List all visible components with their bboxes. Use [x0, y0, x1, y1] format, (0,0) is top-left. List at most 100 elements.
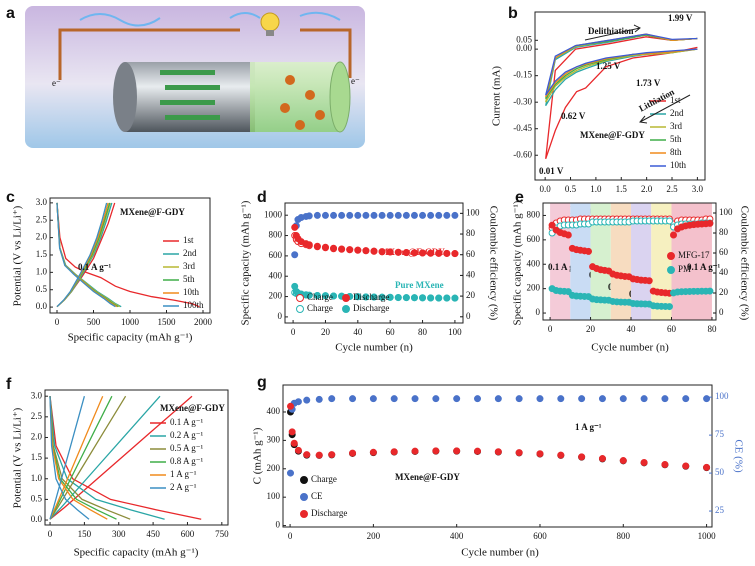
- x-tick-label: 500: [87, 317, 101, 327]
- panel-label: a: [6, 5, 15, 22]
- point: [665, 303, 673, 311]
- curve: [56, 202, 116, 308]
- x-tick-label: 0: [291, 327, 296, 337]
- point: [370, 293, 378, 301]
- point: [443, 211, 451, 219]
- point: [619, 395, 627, 403]
- y2-tick-label: 20: [466, 290, 476, 300]
- legend-label: Charge: [307, 303, 333, 313]
- curve: [545, 33, 698, 98]
- point: [321, 243, 329, 251]
- battery-end: [329, 61, 351, 133]
- y-tick-label: 400: [527, 258, 541, 268]
- point: [661, 461, 669, 469]
- y2-tick-label: 80: [719, 227, 729, 237]
- point: [378, 293, 386, 301]
- point: [706, 219, 714, 227]
- point: [682, 395, 690, 403]
- panel-label: b: [508, 5, 518, 22]
- x-axis-label: Specific capacity (mAh g⁻¹): [68, 332, 193, 344]
- y2-tick-label: 25: [715, 505, 725, 515]
- x-tick-label: 1.5: [616, 184, 628, 194]
- point: [474, 447, 482, 455]
- curve: [49, 395, 165, 520]
- y-tick-label: 800: [527, 210, 541, 220]
- annotation: MXene@F-GDY: [160, 403, 225, 413]
- point: [370, 247, 378, 255]
- point: [330, 292, 338, 300]
- point: [354, 246, 362, 254]
- y-tick-label: -0.15: [513, 70, 532, 80]
- curve: [545, 33, 698, 96]
- curve: [56, 202, 122, 308]
- x-axis-label: Cycle number (n): [461, 547, 539, 559]
- legend-label: 1st: [670, 95, 681, 105]
- point: [494, 395, 502, 403]
- point: [386, 211, 394, 219]
- x-tick-label: 0.5: [565, 184, 577, 194]
- x-tick-label: 3.0: [692, 184, 704, 194]
- y-tick-label: 0.5: [31, 493, 43, 503]
- x-tick-label: 750: [215, 529, 229, 539]
- band-label: 0.1 A g⁻¹: [548, 262, 582, 272]
- legend-label: Charge: [311, 474, 337, 484]
- legend-label: 0.1 A g⁻¹: [170, 417, 204, 427]
- x-tick-label: 0: [548, 324, 553, 334]
- point: [349, 395, 357, 403]
- battery-cap: [113, 62, 137, 132]
- y-tick-label: 0.00: [516, 43, 532, 53]
- point: [346, 211, 354, 219]
- y-tick-label: 200: [269, 291, 283, 301]
- legend-label: Discharge: [311, 508, 347, 518]
- curve: [545, 36, 698, 160]
- point: [362, 211, 370, 219]
- electrode: [160, 70, 220, 120]
- y2-tick-label: 40: [719, 267, 729, 277]
- point: [703, 463, 711, 471]
- plot-frame: [534, 11, 706, 181]
- y-tick-label: 3.0: [31, 390, 43, 400]
- y-axis-label: Specific capacity (mAh g⁻¹): [512, 200, 524, 325]
- annotation: Pure MXene: [395, 280, 444, 290]
- x-tick-label: 2.5: [666, 184, 678, 194]
- point: [453, 447, 461, 455]
- point: [303, 396, 311, 404]
- point: [338, 211, 346, 219]
- arrow: [584, 24, 641, 41]
- point: [411, 447, 419, 455]
- curve: [545, 34, 698, 103]
- curve: [56, 202, 200, 308]
- panel-label: f: [6, 376, 12, 393]
- point: [564, 231, 572, 239]
- y-tick-label: 600: [269, 250, 283, 260]
- point: [451, 211, 459, 219]
- annotation: MXene@F-GDY: [580, 130, 645, 140]
- point: [288, 428, 296, 436]
- x-tick-label: 20: [586, 324, 596, 334]
- band: [631, 203, 652, 320]
- x-tick-label: 0: [288, 531, 293, 541]
- bulb: [260, 12, 280, 32]
- x-tick-label: 200: [367, 531, 381, 541]
- y-tick-label: 2.5: [31, 411, 43, 421]
- legend-label: 2nd: [670, 108, 684, 118]
- point: [354, 211, 362, 219]
- legend-swatch: [342, 305, 350, 313]
- x-tick-label: 300: [112, 529, 126, 539]
- point: [435, 249, 443, 257]
- point: [330, 244, 338, 252]
- point: [419, 249, 427, 257]
- legend-label: 5th: [183, 274, 195, 284]
- y-axis-label: C (mAh g⁻¹): [252, 427, 264, 484]
- point: [286, 402, 294, 410]
- point: [294, 398, 302, 406]
- point: [410, 294, 418, 302]
- legend-label: 0.5 A g⁻¹: [170, 443, 204, 453]
- legend-swatch: [300, 510, 308, 518]
- curve: [49, 396, 90, 520]
- annotation: Delithiation: [588, 26, 634, 36]
- legend-label: 0.2 A g⁻¹: [170, 430, 204, 440]
- x-tick-label: 800: [617, 531, 631, 541]
- point: [315, 395, 323, 403]
